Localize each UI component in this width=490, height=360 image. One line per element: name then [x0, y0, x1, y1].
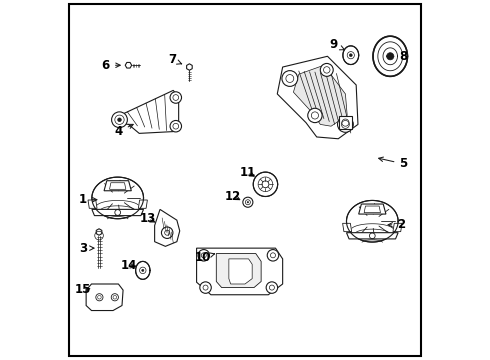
Polygon shape	[88, 200, 97, 208]
Circle shape	[320, 63, 333, 76]
Circle shape	[200, 282, 211, 293]
Polygon shape	[346, 201, 398, 242]
Text: 2: 2	[388, 218, 405, 231]
Polygon shape	[294, 65, 347, 126]
Circle shape	[96, 294, 103, 301]
Circle shape	[338, 117, 353, 132]
Text: 6: 6	[102, 59, 120, 72]
Polygon shape	[116, 90, 179, 134]
Text: 12: 12	[225, 190, 241, 203]
Polygon shape	[343, 46, 359, 64]
Circle shape	[170, 121, 181, 132]
Circle shape	[142, 269, 144, 271]
Circle shape	[161, 227, 173, 238]
Polygon shape	[346, 233, 398, 239]
Circle shape	[308, 108, 322, 123]
Circle shape	[243, 197, 253, 207]
Text: 4: 4	[115, 125, 133, 138]
Polygon shape	[277, 56, 358, 139]
Text: 15: 15	[74, 283, 91, 296]
Polygon shape	[373, 36, 408, 76]
Circle shape	[247, 202, 248, 203]
Circle shape	[387, 53, 394, 60]
Circle shape	[282, 71, 298, 86]
Text: 3: 3	[79, 242, 94, 255]
Circle shape	[118, 118, 122, 122]
Polygon shape	[96, 229, 102, 235]
Text: 14: 14	[120, 259, 137, 272]
Polygon shape	[92, 177, 144, 219]
Text: 5: 5	[379, 157, 408, 170]
Text: 8: 8	[387, 50, 408, 63]
Polygon shape	[92, 210, 144, 216]
Polygon shape	[253, 172, 278, 197]
Text: 7: 7	[168, 53, 182, 66]
Text: 11: 11	[240, 166, 256, 179]
Circle shape	[111, 294, 119, 301]
Text: 10: 10	[195, 251, 215, 264]
Polygon shape	[359, 204, 386, 214]
Polygon shape	[136, 261, 150, 279]
Polygon shape	[125, 62, 132, 68]
Text: 13: 13	[140, 212, 156, 225]
Polygon shape	[138, 200, 147, 208]
Polygon shape	[339, 116, 352, 129]
Circle shape	[112, 112, 127, 128]
Text: 1: 1	[79, 193, 97, 206]
Circle shape	[267, 249, 279, 261]
Polygon shape	[104, 181, 131, 191]
Circle shape	[262, 181, 269, 188]
Circle shape	[198, 249, 210, 261]
Polygon shape	[393, 223, 402, 231]
Polygon shape	[187, 64, 192, 70]
Polygon shape	[196, 248, 283, 295]
Polygon shape	[86, 284, 123, 311]
Text: 9: 9	[330, 38, 344, 51]
Polygon shape	[216, 253, 261, 288]
Circle shape	[349, 54, 352, 57]
Polygon shape	[343, 223, 352, 231]
Circle shape	[170, 92, 181, 103]
Polygon shape	[229, 259, 252, 284]
Polygon shape	[155, 210, 180, 246]
Circle shape	[266, 282, 278, 293]
